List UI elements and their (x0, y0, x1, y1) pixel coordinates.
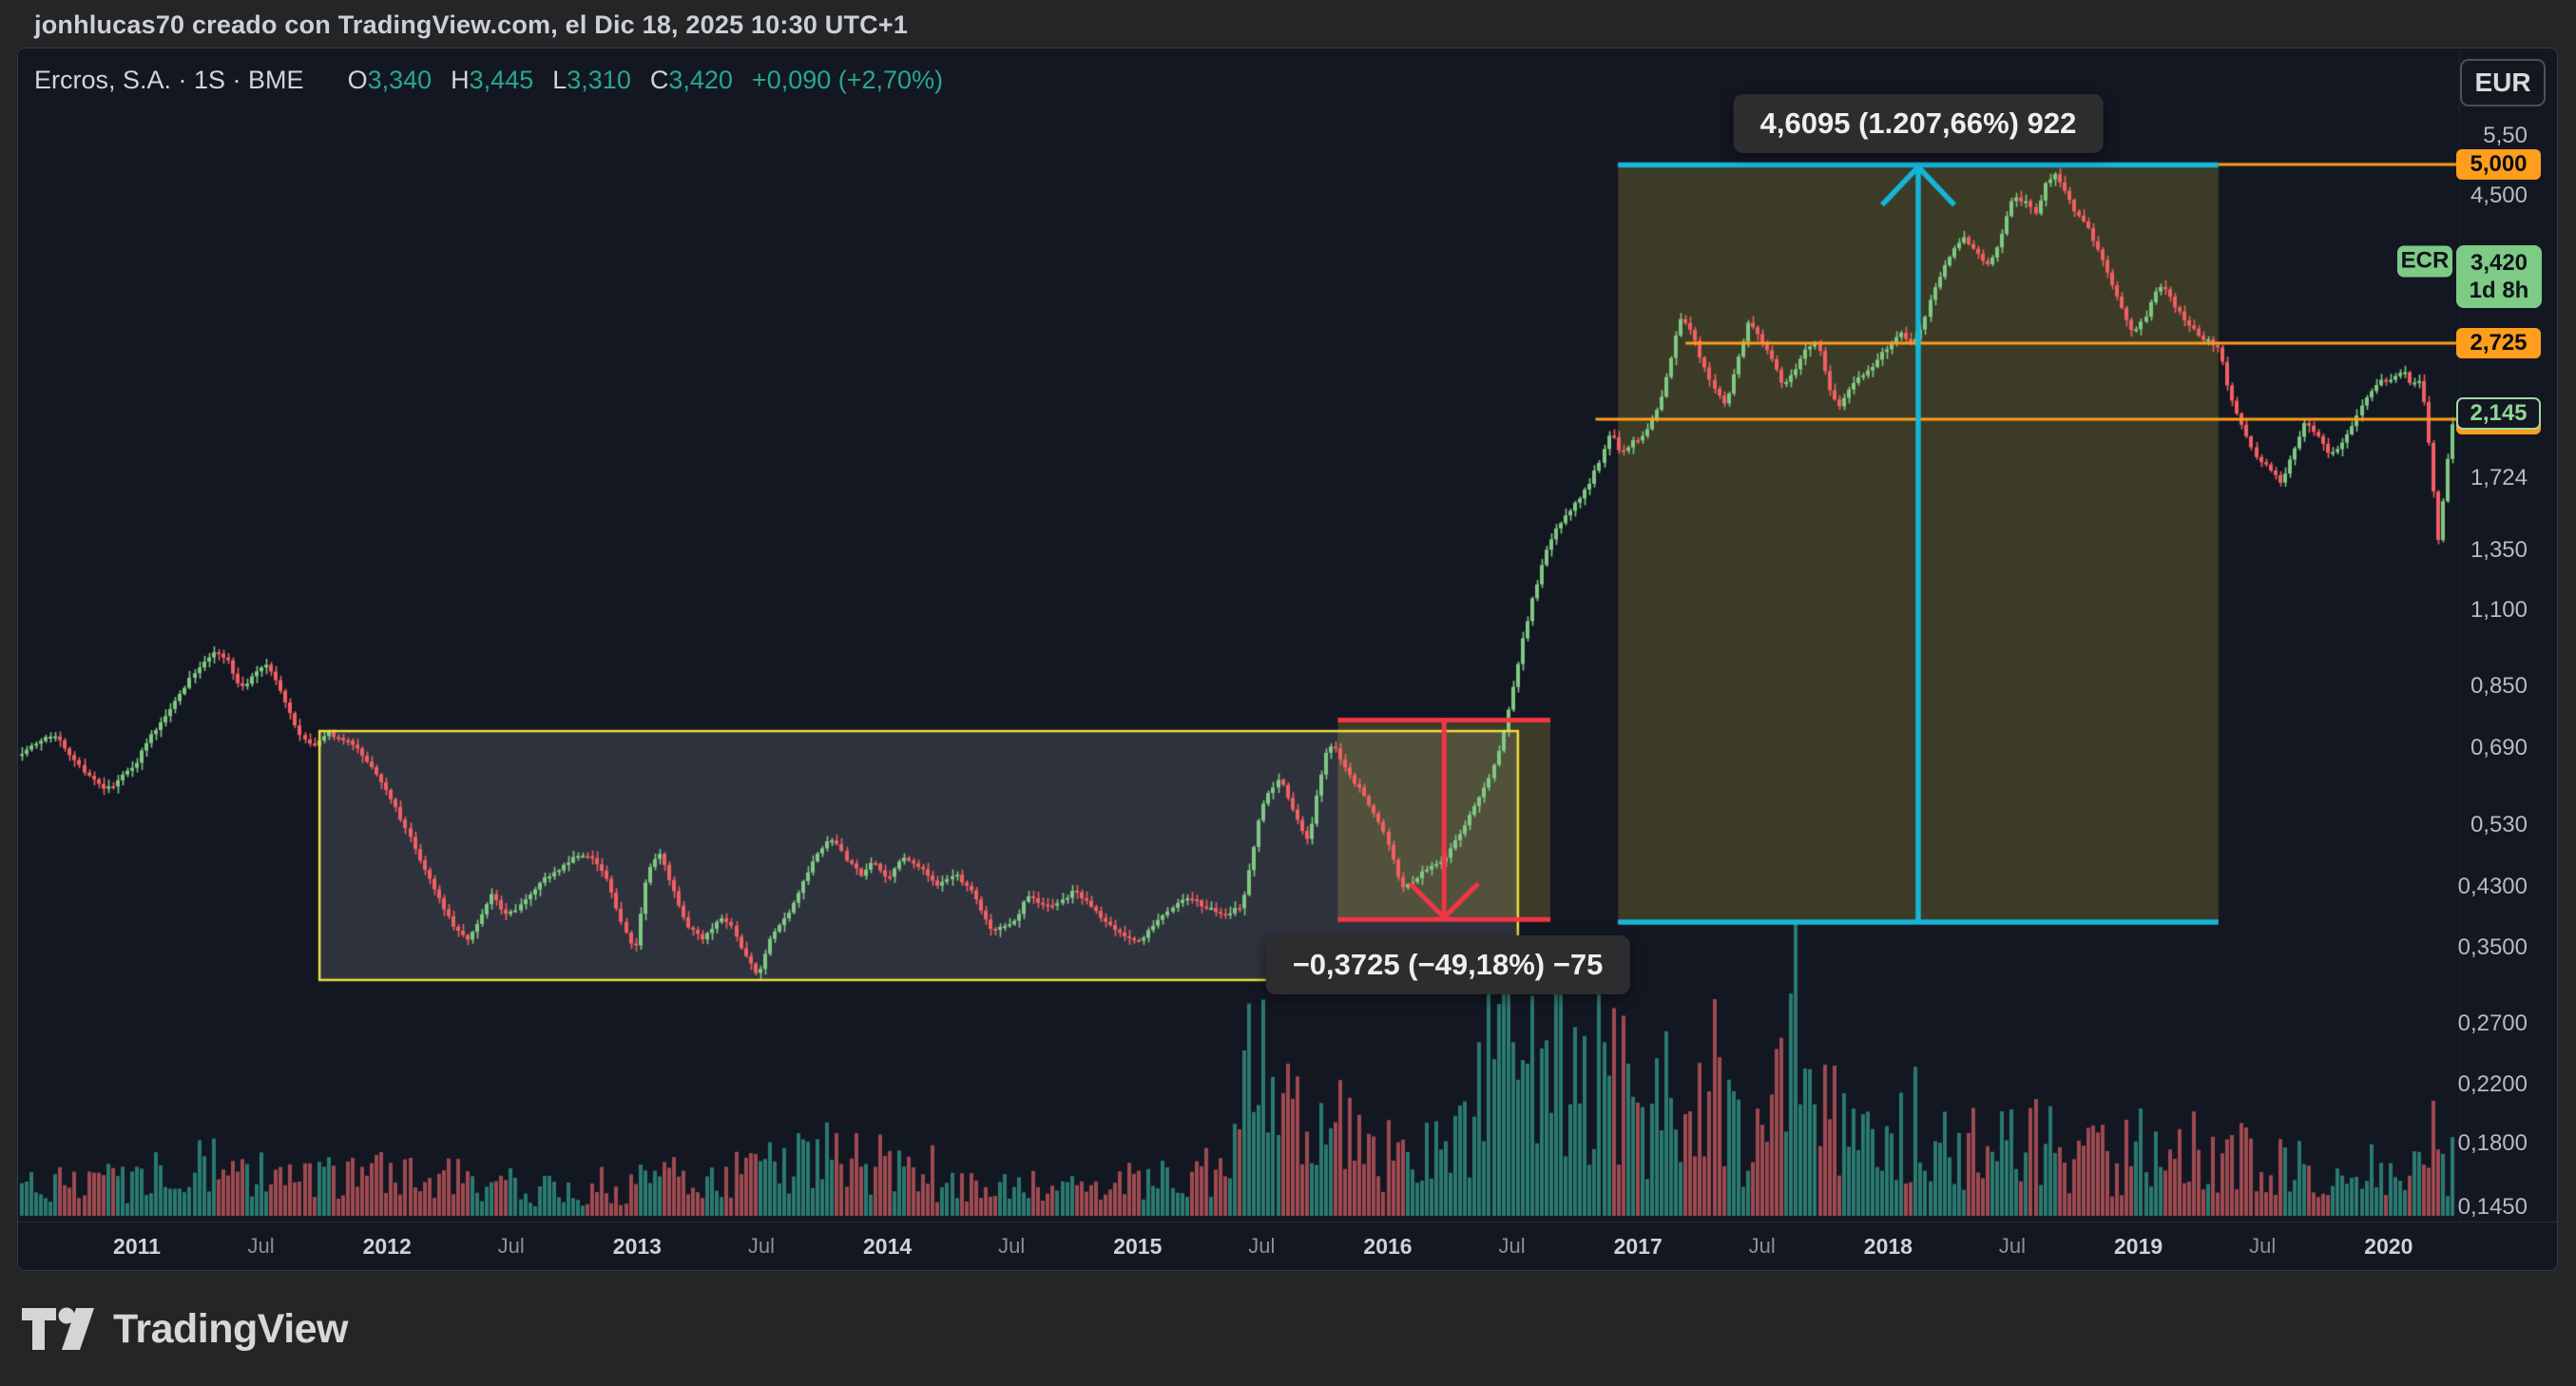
ohlc-key: O (347, 66, 368, 94)
alert-price-badge[interactable]: 2,145 (2456, 397, 2541, 431)
year-tick-label: 2011 (113, 1234, 161, 1259)
ohlc-value: 3,310 (567, 66, 631, 94)
year-tick-label: 2020 (2364, 1234, 2413, 1259)
year-tick-label: 2014 (863, 1234, 913, 1259)
ohlc-key: H (451, 66, 470, 94)
year-tick-label: 2017 (1613, 1234, 1663, 1259)
currency-button[interactable]: EUR (2460, 59, 2546, 106)
last-price-badge[interactable]: 3,420 1d 8h (2456, 244, 2542, 308)
symbol-title[interactable]: Ercros, S.A. · 1S · BME (34, 66, 304, 94)
footer: TradingView (22, 1300, 349, 1357)
measure-tooltip[interactable]: −0,3725 (−49,18%) −75 (1265, 935, 1630, 994)
year-tick-label: 2016 (1363, 1234, 1413, 1259)
tradingview-logo-icon (22, 1307, 96, 1351)
price-axis-label: 0,530 (2470, 812, 2528, 838)
year-tick-label: 2018 (1863, 1234, 1913, 1259)
chart-legend: Ercros, S.A. · 1S · BME O3,340 H3,445 L3,31… (34, 66, 943, 95)
ohlc-value: 3,445 (469, 66, 534, 94)
header-bar: jonhlucas70 creado con TradingView.com, … (0, 0, 2576, 48)
price-axis-label: 0,2200 (2457, 1070, 2528, 1097)
change-value: +0,090 (+2,70%) (751, 66, 944, 94)
price-axis-label: 0,3500 (2457, 934, 2528, 960)
month-tick-label: Jul (1998, 1234, 2026, 1258)
price-axis-label: 1,100 (2470, 597, 2528, 624)
chart-card: Ercros, S.A. · 1S · BME O3,340 H3,445 L3,31… (17, 48, 2558, 1271)
month-tick-label: Jul (1248, 1234, 1276, 1258)
price-axis-label: 1,724 (2470, 464, 2528, 491)
month-tick-label: Jul (747, 1234, 775, 1258)
price-chart-canvas[interactable] (18, 48, 2557, 1270)
year-tick-label: 2015 (1113, 1234, 1163, 1259)
price-axis-label: 0,850 (2470, 672, 2528, 699)
month-tick-label: Jul (247, 1234, 275, 1258)
ohlc-value: 3,420 (668, 66, 733, 94)
price-axis-label: 4,500 (2470, 182, 2528, 208)
bar-countdown: 1d 8h (2469, 277, 2529, 303)
price-axis-label: 5,50 (2483, 123, 2528, 149)
price-axis-label: 0,4300 (2457, 874, 2528, 899)
year-tick-label: 2019 (2114, 1234, 2163, 1259)
month-tick-label: Jul (1498, 1234, 1526, 1258)
measure-tooltip[interactable]: 4,6095 (1.207,66%) 922 (1733, 94, 2104, 153)
year-tick-label: 2013 (612, 1234, 662, 1259)
price-axis-label: 0,1800 (2457, 1129, 2528, 1156)
last-price-value: 3,420 (2470, 249, 2528, 276)
ohlc-value: 3,340 (367, 66, 433, 94)
month-tick-label: Jul (998, 1234, 1026, 1258)
attribution-text: jonhlucas70 creado con TradingView.com, … (34, 10, 909, 39)
ohlc-values: O3,340 H3,445 L3,310 C3,420 +0,090 (+2,70%) (329, 66, 944, 94)
ohlc-key: C (649, 66, 669, 94)
price-axis-label: 0,1450 (2457, 1193, 2528, 1220)
month-tick-label: Jul (2249, 1234, 2277, 1258)
tradingview-wordmark: TradingView (113, 1305, 349, 1352)
price-axis-label: 1,350 (2470, 536, 2528, 563)
ohlc-key: L (552, 66, 567, 94)
hline-price-badge[interactable]: 2,725 (2456, 328, 2541, 358)
price-axis-label: 0,690 (2470, 734, 2528, 760)
month-tick-label: Jul (1748, 1234, 1776, 1258)
year-tick-label: 2012 (362, 1234, 412, 1259)
time-axis[interactable]: 2011 Jul 2012 Jul 2013 Jul 2014 Jul 2015 Jul 2016 J… (18, 1222, 2557, 1270)
price-axis-label: 0,2700 (2457, 1011, 2528, 1037)
month-tick-label: Jul (497, 1234, 525, 1258)
hline-price-badge[interactable]: 5,000 (2456, 148, 2541, 180)
symbol-tag-badge[interactable]: ECR (2397, 245, 2452, 278)
